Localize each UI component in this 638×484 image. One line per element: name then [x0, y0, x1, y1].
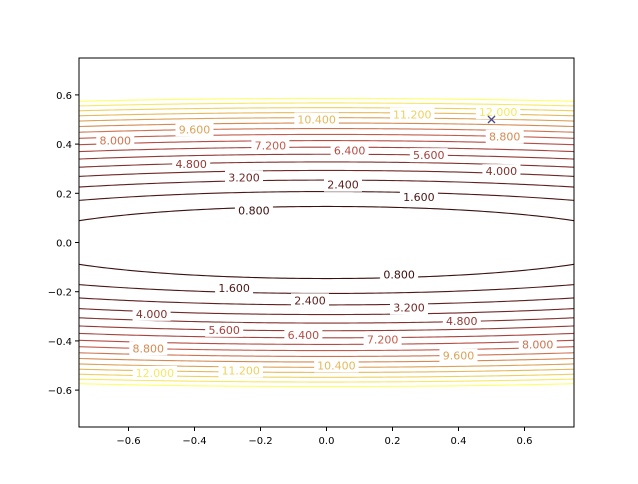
- contour-label-bg: [215, 281, 254, 296]
- x-tick-label: 0.0: [319, 436, 335, 447]
- contour-line-upper: [79, 153, 574, 160]
- y-tick-label: −0.6: [48, 386, 72, 397]
- contour-label-bg: [172, 156, 211, 171]
- contour-label-bg: [132, 365, 178, 380]
- contour-label-bg: [314, 358, 359, 373]
- contour-label: 10.400: [317, 360, 356, 373]
- contour-label-bg: [485, 129, 524, 144]
- contour-label: 7.200: [367, 334, 399, 347]
- contour-line-lower: [79, 378, 574, 383]
- contour-line-upper: [79, 205, 574, 222]
- contour-label-bg: [129, 341, 168, 356]
- contour-label-bg: [225, 170, 263, 185]
- contour-label: 4.000: [136, 308, 168, 321]
- contour-label-bg: [175, 122, 214, 137]
- contour-label: 6.400: [288, 329, 320, 342]
- contour-line-upper: [79, 97, 574, 102]
- contour-label-bg: [409, 148, 448, 163]
- contour-label-bg: [439, 348, 478, 363]
- contour-label: 8.800: [489, 131, 521, 144]
- contour-label: 7.200: [255, 139, 287, 152]
- y-tick-label: −0.2: [48, 288, 72, 299]
- y-tick-label: 0.2: [56, 189, 72, 200]
- contour-label-bg: [291, 293, 329, 308]
- contour-label-bg: [363, 332, 402, 347]
- contour-label-bg: [234, 203, 273, 218]
- x-tick-label: 0.2: [385, 436, 401, 447]
- contour-label: 1.600: [218, 282, 250, 295]
- contour-label-bg: [442, 314, 481, 329]
- contour-label: 4.800: [175, 158, 207, 171]
- contour-line-upper: [79, 146, 574, 153]
- contour-line-upper: [79, 102, 574, 107]
- contour-label: 5.600: [208, 324, 240, 337]
- contour-line-lower: [79, 263, 574, 280]
- contour-label: 8.000: [100, 134, 132, 147]
- contour-label-bg: [380, 267, 419, 282]
- y-tick-label: 0.6: [56, 91, 72, 102]
- contour-label-bg: [390, 107, 435, 122]
- contour-label: 3.200: [228, 171, 260, 184]
- contour-line-lower: [79, 332, 574, 339]
- contour-label-bg: [96, 133, 135, 148]
- contour-label: 9.600: [443, 350, 475, 363]
- contour-label-bg: [132, 306, 171, 321]
- contour-label: 11.200: [221, 364, 260, 377]
- contour-label-bg: [475, 105, 521, 120]
- contour-label-bg: [324, 177, 362, 192]
- contour-label: 4.000: [486, 165, 518, 178]
- contour-label: 0.800: [238, 205, 270, 218]
- contour-label: 11.200: [393, 109, 432, 122]
- contour-label: 2.400: [327, 179, 359, 192]
- x-tick-label: −0.4: [182, 436, 206, 447]
- x-axis: −0.6 −0.4 −0.2 0.0 0.2 0.4 0.6: [116, 427, 532, 447]
- contour-label-bg: [218, 363, 263, 378]
- contour-label-bg: [518, 337, 557, 352]
- y-axis: −0.6 −0.4 −0.2 0.0 0.2 0.4 0.6: [48, 91, 79, 397]
- x-tick-label: 0.4: [451, 436, 467, 447]
- contour-label: 4.800: [446, 315, 478, 328]
- contour-line-lower: [79, 284, 574, 294]
- contour-label: 9.600: [179, 123, 211, 136]
- x-tick-label: 0.6: [517, 436, 533, 447]
- contour-label: 12.000: [479, 106, 518, 119]
- y-tick-label: −0.4: [48, 337, 72, 348]
- contour-label: 8.000: [522, 339, 554, 352]
- contour-label-bg: [390, 300, 428, 315]
- contour-label-bg: [294, 112, 339, 127]
- contour-label-bg: [251, 138, 290, 153]
- contour-label: 12.000: [136, 367, 175, 380]
- contour-line-lower: [79, 325, 574, 332]
- contour-label: 10.400: [297, 114, 336, 127]
- markers: [487, 115, 496, 124]
- contour-labels: 0.800 1.600 2.400 3.200 4.000 4.800 5.600 6.400…: [96, 105, 557, 380]
- contour-label: 2.400: [294, 294, 326, 307]
- x-marker: [487, 115, 496, 124]
- contour-line-upper: [79, 191, 574, 201]
- contour-label: 6.400: [334, 144, 366, 157]
- contour-label: 0.800: [383, 268, 415, 281]
- y-tick-label: 0.4: [56, 140, 72, 151]
- x-tick-label: −0.6: [116, 436, 140, 447]
- contour-line-lower: [79, 383, 574, 388]
- contour-label: 1.600: [403, 191, 435, 204]
- contour-label-bg: [205, 322, 244, 337]
- contour-label: 5.600: [413, 149, 445, 162]
- contour-label: 8.800: [133, 342, 165, 355]
- y-tick-label: 0.0: [56, 239, 72, 250]
- contour-label-bg: [330, 143, 369, 158]
- contour-label-bg: [284, 327, 323, 342]
- contour-label-bg: [482, 164, 521, 179]
- contour-label: 3.200: [393, 302, 425, 315]
- x-tick-label: −0.2: [248, 436, 272, 447]
- contour-label-bg: [399, 189, 438, 204]
